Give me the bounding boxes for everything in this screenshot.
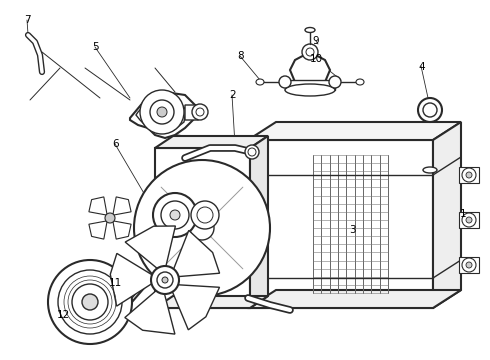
Text: 4: 4 bbox=[418, 62, 425, 72]
Circle shape bbox=[466, 172, 472, 178]
Polygon shape bbox=[125, 226, 175, 273]
Text: 1: 1 bbox=[460, 209, 466, 219]
Polygon shape bbox=[113, 197, 131, 215]
Circle shape bbox=[105, 213, 115, 223]
Text: 8: 8 bbox=[237, 51, 244, 61]
Circle shape bbox=[157, 272, 173, 288]
Polygon shape bbox=[155, 148, 250, 308]
Ellipse shape bbox=[256, 79, 264, 85]
Circle shape bbox=[279, 76, 291, 88]
Text: 5: 5 bbox=[92, 42, 99, 52]
Polygon shape bbox=[250, 136, 268, 308]
Polygon shape bbox=[130, 92, 195, 138]
Circle shape bbox=[423, 103, 437, 117]
Circle shape bbox=[197, 207, 213, 223]
Ellipse shape bbox=[305, 27, 315, 32]
Polygon shape bbox=[170, 284, 220, 330]
Circle shape bbox=[302, 44, 318, 60]
Circle shape bbox=[140, 90, 184, 134]
Text: 12: 12 bbox=[57, 310, 71, 320]
Polygon shape bbox=[110, 253, 157, 306]
Circle shape bbox=[462, 258, 476, 272]
Polygon shape bbox=[155, 296, 268, 308]
Circle shape bbox=[161, 201, 189, 229]
Circle shape bbox=[153, 193, 197, 237]
Polygon shape bbox=[290, 52, 330, 88]
Polygon shape bbox=[136, 98, 186, 133]
Ellipse shape bbox=[285, 84, 335, 96]
Circle shape bbox=[329, 76, 341, 88]
Polygon shape bbox=[155, 136, 268, 148]
Ellipse shape bbox=[423, 167, 437, 173]
Circle shape bbox=[134, 160, 270, 296]
Polygon shape bbox=[248, 290, 461, 308]
Text: 10: 10 bbox=[310, 54, 322, 64]
Text: 2: 2 bbox=[229, 90, 236, 100]
Circle shape bbox=[418, 98, 442, 122]
Polygon shape bbox=[125, 287, 175, 334]
Circle shape bbox=[151, 266, 179, 294]
Polygon shape bbox=[285, 80, 335, 90]
Ellipse shape bbox=[356, 79, 364, 85]
Circle shape bbox=[192, 104, 208, 120]
Polygon shape bbox=[248, 122, 461, 140]
Polygon shape bbox=[171, 230, 220, 277]
Text: 7: 7 bbox=[24, 15, 30, 25]
Circle shape bbox=[191, 201, 219, 229]
Circle shape bbox=[245, 145, 259, 159]
Circle shape bbox=[196, 108, 204, 116]
Polygon shape bbox=[433, 122, 461, 308]
Polygon shape bbox=[248, 140, 433, 308]
Polygon shape bbox=[459, 257, 479, 273]
Polygon shape bbox=[459, 212, 479, 228]
Polygon shape bbox=[89, 197, 107, 215]
Polygon shape bbox=[89, 221, 107, 239]
Circle shape bbox=[248, 148, 256, 156]
Text: 3: 3 bbox=[349, 225, 356, 235]
Circle shape bbox=[466, 262, 472, 268]
Circle shape bbox=[72, 284, 108, 320]
Circle shape bbox=[150, 100, 174, 124]
Circle shape bbox=[306, 48, 314, 56]
Polygon shape bbox=[113, 221, 131, 239]
Circle shape bbox=[162, 277, 168, 283]
Circle shape bbox=[462, 213, 476, 227]
Circle shape bbox=[466, 217, 472, 223]
Circle shape bbox=[462, 168, 476, 182]
Polygon shape bbox=[459, 167, 479, 183]
Text: 6: 6 bbox=[112, 139, 119, 149]
Circle shape bbox=[190, 216, 214, 240]
Circle shape bbox=[48, 260, 132, 344]
Polygon shape bbox=[185, 105, 205, 120]
Circle shape bbox=[82, 294, 98, 310]
Circle shape bbox=[58, 270, 122, 334]
Circle shape bbox=[157, 107, 167, 117]
Text: 9: 9 bbox=[313, 36, 319, 46]
Text: 11: 11 bbox=[108, 278, 122, 288]
Circle shape bbox=[170, 210, 180, 220]
